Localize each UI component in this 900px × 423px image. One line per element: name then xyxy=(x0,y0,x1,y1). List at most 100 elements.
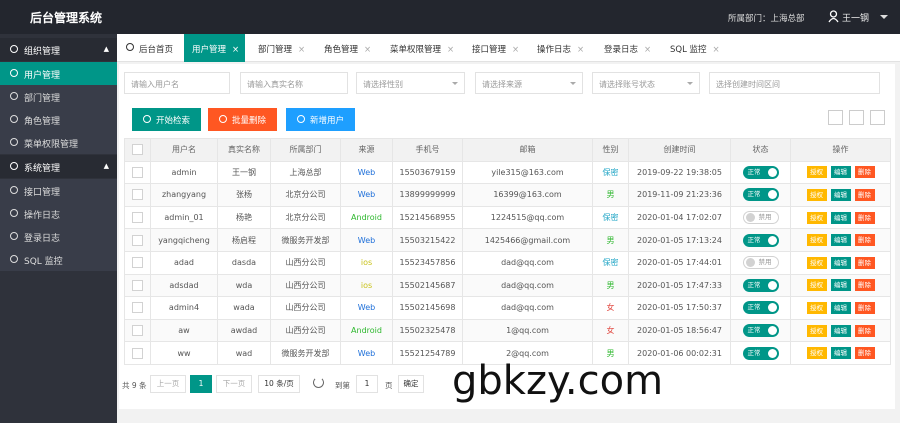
tab[interactable]: SQL 监控 × xyxy=(662,34,726,62)
row-action[interactable]: 删除 xyxy=(854,279,875,292)
row-action[interactable]: 授权 xyxy=(806,211,827,224)
menu-item[interactable]: 接口管理 xyxy=(0,179,117,202)
row-action[interactable]: 删除 xyxy=(854,324,875,337)
page-next[interactable]: 下一页 xyxy=(216,375,252,393)
status-switch[interactable]: 正常 xyxy=(742,301,779,315)
user-icon xyxy=(828,10,839,23)
menu-item[interactable]: 角色管理 xyxy=(0,108,117,131)
row-action[interactable]: 授权 xyxy=(806,256,827,269)
filter-input[interactable]: 请输入用户名 xyxy=(124,72,230,94)
tool-print[interactable] xyxy=(870,110,885,125)
checkbox[interactable] xyxy=(132,325,143,337)
checkbox[interactable] xyxy=(132,257,143,269)
row-action[interactable]: 编辑 xyxy=(830,324,851,337)
tab-close[interactable]: × xyxy=(232,45,240,55)
menu-group[interactable]: 系统管理 ▲ xyxy=(0,155,117,178)
tab-close[interactable]: × xyxy=(644,45,652,55)
action-button[interactable]: 新增用户 xyxy=(286,108,355,131)
tab-close[interactable]: × xyxy=(577,45,585,55)
checkbox[interactable] xyxy=(132,302,143,314)
filter-input[interactable]: 请选择账号状态 xyxy=(592,72,700,94)
goto-confirm[interactable]: 确定 xyxy=(398,375,424,393)
filter-input[interactable]: 选择创建时间区间 xyxy=(709,72,880,94)
tab[interactable]: 菜单权限管理 × xyxy=(382,34,460,62)
row-action[interactable]: 授权 xyxy=(806,188,827,201)
row-action[interactable]: 授权 xyxy=(806,301,827,314)
page-size[interactable]: 10 条/页 xyxy=(258,375,300,393)
row-action[interactable]: 删除 xyxy=(854,211,875,224)
row-action[interactable]: 编辑 xyxy=(830,166,851,179)
row-action[interactable]: 授权 xyxy=(806,347,827,360)
row-action[interactable]: 编辑 xyxy=(830,211,851,224)
tab[interactable]: 部门管理 × xyxy=(250,34,311,62)
refresh-icon[interactable] xyxy=(313,377,324,388)
tab-close[interactable]: × xyxy=(364,45,372,55)
tab-close[interactable]: × xyxy=(298,45,306,55)
checkbox[interactable] xyxy=(132,144,143,156)
row-action[interactable]: 授权 xyxy=(806,234,827,247)
filter-input[interactable]: 请输入真实名称 xyxy=(240,72,348,94)
menu-item[interactable]: 登录日志 xyxy=(0,225,117,248)
tool-export[interactable] xyxy=(849,110,864,125)
page-prev[interactable]: 上一页 xyxy=(150,375,186,393)
row-action[interactable]: 删除 xyxy=(854,188,875,201)
tab-label: 角色管理 xyxy=(324,45,359,55)
checkbox[interactable] xyxy=(132,189,143,201)
menu-item[interactable]: 用户管理 xyxy=(0,62,117,85)
checkbox-cell xyxy=(124,296,151,320)
tab[interactable]: 登录日志 × xyxy=(596,34,657,62)
tab[interactable]: 角色管理 × xyxy=(316,34,377,62)
row-action[interactable]: 删除 xyxy=(854,256,875,269)
row-action[interactable]: 授权 xyxy=(806,166,827,179)
filter-input[interactable]: 请选择来源 xyxy=(475,72,583,94)
filter-input[interactable]: 请选择性别 xyxy=(356,72,465,94)
tool-columns[interactable] xyxy=(828,110,843,125)
status-switch[interactable]: 正常 xyxy=(742,188,779,202)
checkbox[interactable] xyxy=(132,212,143,224)
column-header: 状态 xyxy=(730,138,791,162)
status-switch[interactable]: 正常 xyxy=(742,233,779,247)
row-action[interactable]: 编辑 xyxy=(830,234,851,247)
menu-item[interactable]: SQL 监控 xyxy=(0,248,117,271)
row-action[interactable]: 授权 xyxy=(806,324,827,337)
tab[interactable]: 接口管理 × xyxy=(464,34,525,62)
switch-knob xyxy=(745,258,755,268)
tab-close[interactable]: × xyxy=(712,45,720,55)
menu-item[interactable]: 操作日志 xyxy=(0,202,117,225)
goto-input[interactable]: 1 xyxy=(356,375,378,393)
status-switch[interactable]: 正常 xyxy=(742,165,779,179)
row-action[interactable]: 删除 xyxy=(854,347,875,360)
row-action[interactable]: 删除 xyxy=(854,234,875,247)
menu-group[interactable]: 组织管理 ▲ xyxy=(0,38,117,61)
checkbox[interactable] xyxy=(132,166,143,178)
user-name[interactable]: 王一钢 xyxy=(842,14,870,24)
page-current[interactable]: 1 xyxy=(190,375,212,393)
row-action[interactable]: 编辑 xyxy=(830,188,851,201)
menu-item[interactable]: 菜单权限管理 xyxy=(0,131,117,154)
checkbox[interactable] xyxy=(132,279,143,291)
status-switch[interactable]: 正常 xyxy=(742,278,779,292)
row-action[interactable]: 编辑 xyxy=(830,279,851,292)
checkbox[interactable] xyxy=(132,347,143,359)
row-action[interactable]: 编辑 xyxy=(830,301,851,314)
tab-close[interactable]: × xyxy=(447,45,455,55)
cell: 男 xyxy=(592,273,629,298)
action-button[interactable]: 开始检索 xyxy=(132,108,201,131)
row-action[interactable]: 授权 xyxy=(806,279,827,292)
status-switch[interactable]: 禁用 xyxy=(742,211,779,225)
row-action[interactable]: 删除 xyxy=(854,301,875,314)
tab-close[interactable]: × xyxy=(512,45,520,55)
menu-item[interactable]: 部门管理 xyxy=(0,85,117,108)
status-switch[interactable]: 正常 xyxy=(742,324,779,338)
row-action[interactable]: 编辑 xyxy=(830,256,851,269)
row-action[interactable]: 删除 xyxy=(854,166,875,179)
action-button[interactable]: 批量删除 xyxy=(208,108,277,131)
row-action[interactable]: 编辑 xyxy=(830,347,851,360)
status-switch[interactable]: 禁用 xyxy=(742,256,779,270)
tab[interactable]: 操作日志 × xyxy=(529,34,590,62)
tab[interactable]: 用户管理 × xyxy=(184,34,246,62)
status-switch[interactable]: 正常 xyxy=(742,346,779,360)
checkbox[interactable] xyxy=(132,234,143,246)
tab-home[interactable]: 后台首页 xyxy=(121,34,179,62)
cell: aw xyxy=(150,318,218,343)
